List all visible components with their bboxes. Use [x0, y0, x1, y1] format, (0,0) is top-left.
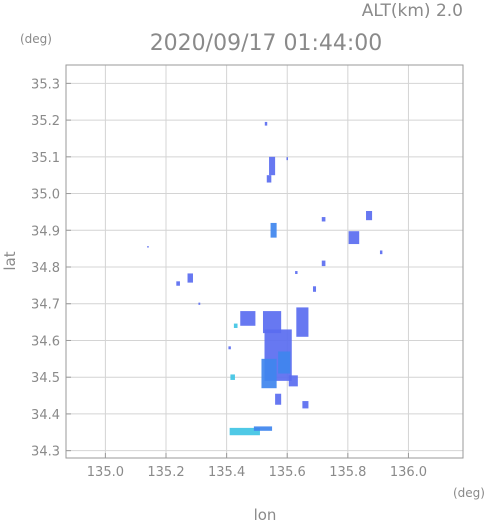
x-tick-label: 135.2	[147, 465, 184, 480]
y-tick-label: 35.0	[31, 188, 60, 203]
echo-cell	[321, 260, 326, 267]
echo-cell	[288, 375, 298, 387]
y-axis-unit: (deg)	[20, 32, 52, 46]
x-axis-unit: (deg)	[453, 486, 485, 500]
echo-cell	[266, 175, 272, 183]
echo-cell	[321, 217, 326, 222]
echo-cell	[295, 271, 298, 274]
chart-title: 2020/09/17 01:44:00	[150, 31, 383, 56]
echo-cell	[379, 250, 383, 255]
echo-cell	[230, 374, 235, 380]
y-tick-label: 34.5	[31, 371, 60, 386]
x-tick-label: 135.8	[329, 465, 366, 480]
echo-cell	[286, 157, 288, 161]
echo-cell	[278, 351, 291, 374]
y-tick-label: 34.9	[31, 224, 60, 239]
plot-frame	[65, 64, 464, 459]
echo-cell	[269, 156, 276, 176]
echo-cell	[253, 426, 273, 431]
echo-cell	[270, 222, 277, 238]
y-ticks: 34.3 34.4 34.5 34.6 34.7 34.8 34.9 35.0 35.1 35.2…	[31, 77, 71, 460]
x-tick-label: 135.4	[208, 465, 245, 480]
echo-cell	[264, 121, 268, 126]
y-tick-label: 34.3	[31, 445, 60, 460]
x-tick-label: 136.0	[390, 465, 427, 480]
echo-cell	[366, 210, 373, 221]
y-axis-label: lat	[1, 251, 19, 270]
echo-cell	[176, 281, 180, 286]
echo-cell	[296, 307, 309, 337]
grid	[66, 65, 463, 458]
echo-cell	[147, 246, 149, 248]
echo-cell	[187, 273, 193, 283]
echo-cell	[312, 286, 317, 292]
echo-cell	[229, 427, 260, 436]
x-tick-label: 135.6	[269, 465, 306, 480]
y-tick-label: 35.1	[31, 151, 60, 166]
y-tick-label: 34.4	[31, 408, 60, 423]
y-tick-label: 34.8	[31, 261, 60, 276]
echo-cell	[261, 358, 277, 389]
echo-cell	[233, 323, 238, 328]
y-tick-label: 35.2	[31, 114, 60, 129]
echo-cell	[262, 311, 282, 334]
x-tick-label: 135.0	[87, 465, 124, 480]
x-axis-label: lon	[254, 506, 277, 521]
echo-cell	[302, 401, 309, 409]
echo-cell	[198, 302, 201, 305]
y-tick-label: 34.7	[31, 298, 60, 313]
echo-field	[147, 121, 383, 436]
echo-cell	[228, 346, 231, 350]
altitude-label: ALT(km) 2.0	[362, 1, 463, 21]
echo-cell	[240, 311, 256, 326]
echo-cell	[275, 393, 282, 405]
echo-cell	[348, 231, 360, 245]
y-tick-label: 34.6	[31, 334, 60, 349]
x-ticks: 135.0 135.2 135.4 135.6 135.8 136.0	[87, 453, 427, 480]
y-tick-label: 35.3	[31, 77, 60, 92]
